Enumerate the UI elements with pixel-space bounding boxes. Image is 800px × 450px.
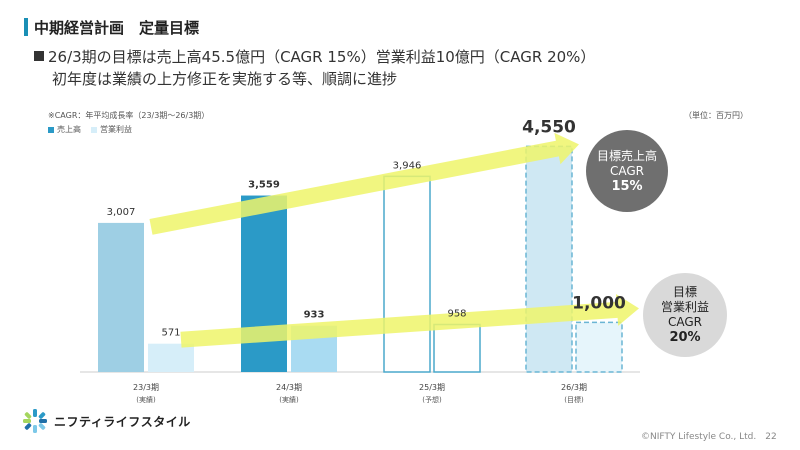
category-label-0: 23/3期: [133, 383, 159, 392]
bar-sales-3: [525, 145, 573, 373]
bar-sales-2: [383, 175, 431, 373]
headline-bullet: 26/3期の目標は売上高45.5億円（CAGR 15%）営業利益10億円（CAG…: [34, 46, 595, 67]
value-label-sales-2: 3,946: [393, 160, 422, 171]
legend-item-sales: 売上高: [48, 124, 81, 135]
logo-text: ニフティライフスタイル: [54, 414, 191, 429]
category-label-2: 25/3期: [419, 383, 445, 392]
bubble2-line1: 目標: [672, 285, 697, 299]
legend-swatch-sales: [48, 126, 54, 133]
bubble2-line2: 営業利益: [660, 300, 709, 314]
bubble2-value: 20%: [669, 330, 701, 345]
category-note-0: (実績): [136, 395, 156, 404]
value-label-sales-3: 4,550: [522, 117, 576, 137]
category-label-3: 26/3期: [561, 383, 587, 392]
cagr-note: ※CAGR：年平均成長率（23/3期～26/3期）: [48, 111, 210, 120]
sales-growth-arrow: [149, 132, 579, 235]
bar-sales-1: [241, 195, 287, 372]
chart-legend: 売上高 営業利益: [48, 124, 132, 135]
title-accent-bar: [24, 18, 28, 36]
legend-swatch-profit: [91, 126, 97, 133]
bubble1-line1: 目標売上高: [596, 148, 657, 163]
legend-item-profit: 営業利益: [91, 124, 132, 135]
legend-label-sales: 売上高: [57, 125, 81, 134]
bubble1-value: 15%: [611, 178, 643, 194]
target-profit-cagr-bubble: 目標 営業利益 CAGR 20%: [643, 273, 727, 357]
bubble1-line2: CAGR: [609, 163, 644, 178]
headline-text: 26/3期の目標は売上高45.5億円（CAGR 15%）営業利益10億円（CAG…: [48, 48, 596, 66]
value-label-profit-0: 571: [161, 328, 180, 339]
value-label-sales-1: 3,559: [248, 180, 280, 191]
legend-label-profit: 営業利益: [100, 125, 132, 134]
value-label-profit-1: 933: [304, 310, 325, 321]
target-sales-cagr-bubble: 目標売上高 CAGR 15%: [586, 130, 668, 212]
square-bullet-icon: [34, 51, 44, 61]
bar-profit-3: [575, 321, 623, 373]
category-note-1: (実績): [279, 395, 299, 404]
bar-sales-0: [98, 222, 144, 372]
page-title: 中期経営計画 定量目標: [34, 19, 200, 37]
value-label-sales-0: 3,007: [107, 207, 136, 218]
bubble2-line3: CAGR: [667, 315, 702, 329]
value-label-profit-2: 958: [447, 308, 466, 319]
bar-profit-2: [433, 323, 481, 373]
unit-label: （単位：百万円）: [684, 111, 748, 120]
company-logo: ニフティライフスタイル: [22, 408, 191, 434]
bar-profit-0: [148, 343, 194, 372]
category-note-2: (予想): [422, 395, 442, 404]
category-note-3: (目標): [564, 395, 584, 404]
category-label-1: 24/3期: [276, 383, 302, 392]
profit-growth-arrow: [180, 293, 639, 348]
value-label-profit-3: 1,000: [572, 293, 626, 313]
pinwheel-logo-icon: [23, 409, 47, 433]
footer-copyright: ©NIFTY Lifestyle Co., Ltd. 22: [641, 432, 777, 442]
subheadline: 初年度は業績の上方修正を実施する等、順調に進捗: [52, 70, 398, 88]
